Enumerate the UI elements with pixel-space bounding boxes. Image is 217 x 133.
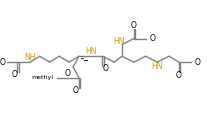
Text: O: O bbox=[12, 70, 17, 79]
Text: methyl: methyl bbox=[31, 75, 54, 80]
Text: O: O bbox=[194, 58, 200, 67]
Text: O: O bbox=[0, 58, 6, 67]
Text: O: O bbox=[176, 71, 182, 80]
Text: O: O bbox=[73, 86, 79, 95]
Text: O: O bbox=[102, 65, 108, 73]
Text: HN: HN bbox=[113, 37, 125, 46]
Text: O: O bbox=[131, 21, 137, 30]
Text: HN: HN bbox=[85, 47, 97, 56]
Text: O: O bbox=[150, 34, 155, 43]
Text: O: O bbox=[64, 69, 70, 78]
Text: HN: HN bbox=[151, 63, 163, 72]
Text: NH: NH bbox=[24, 53, 36, 62]
